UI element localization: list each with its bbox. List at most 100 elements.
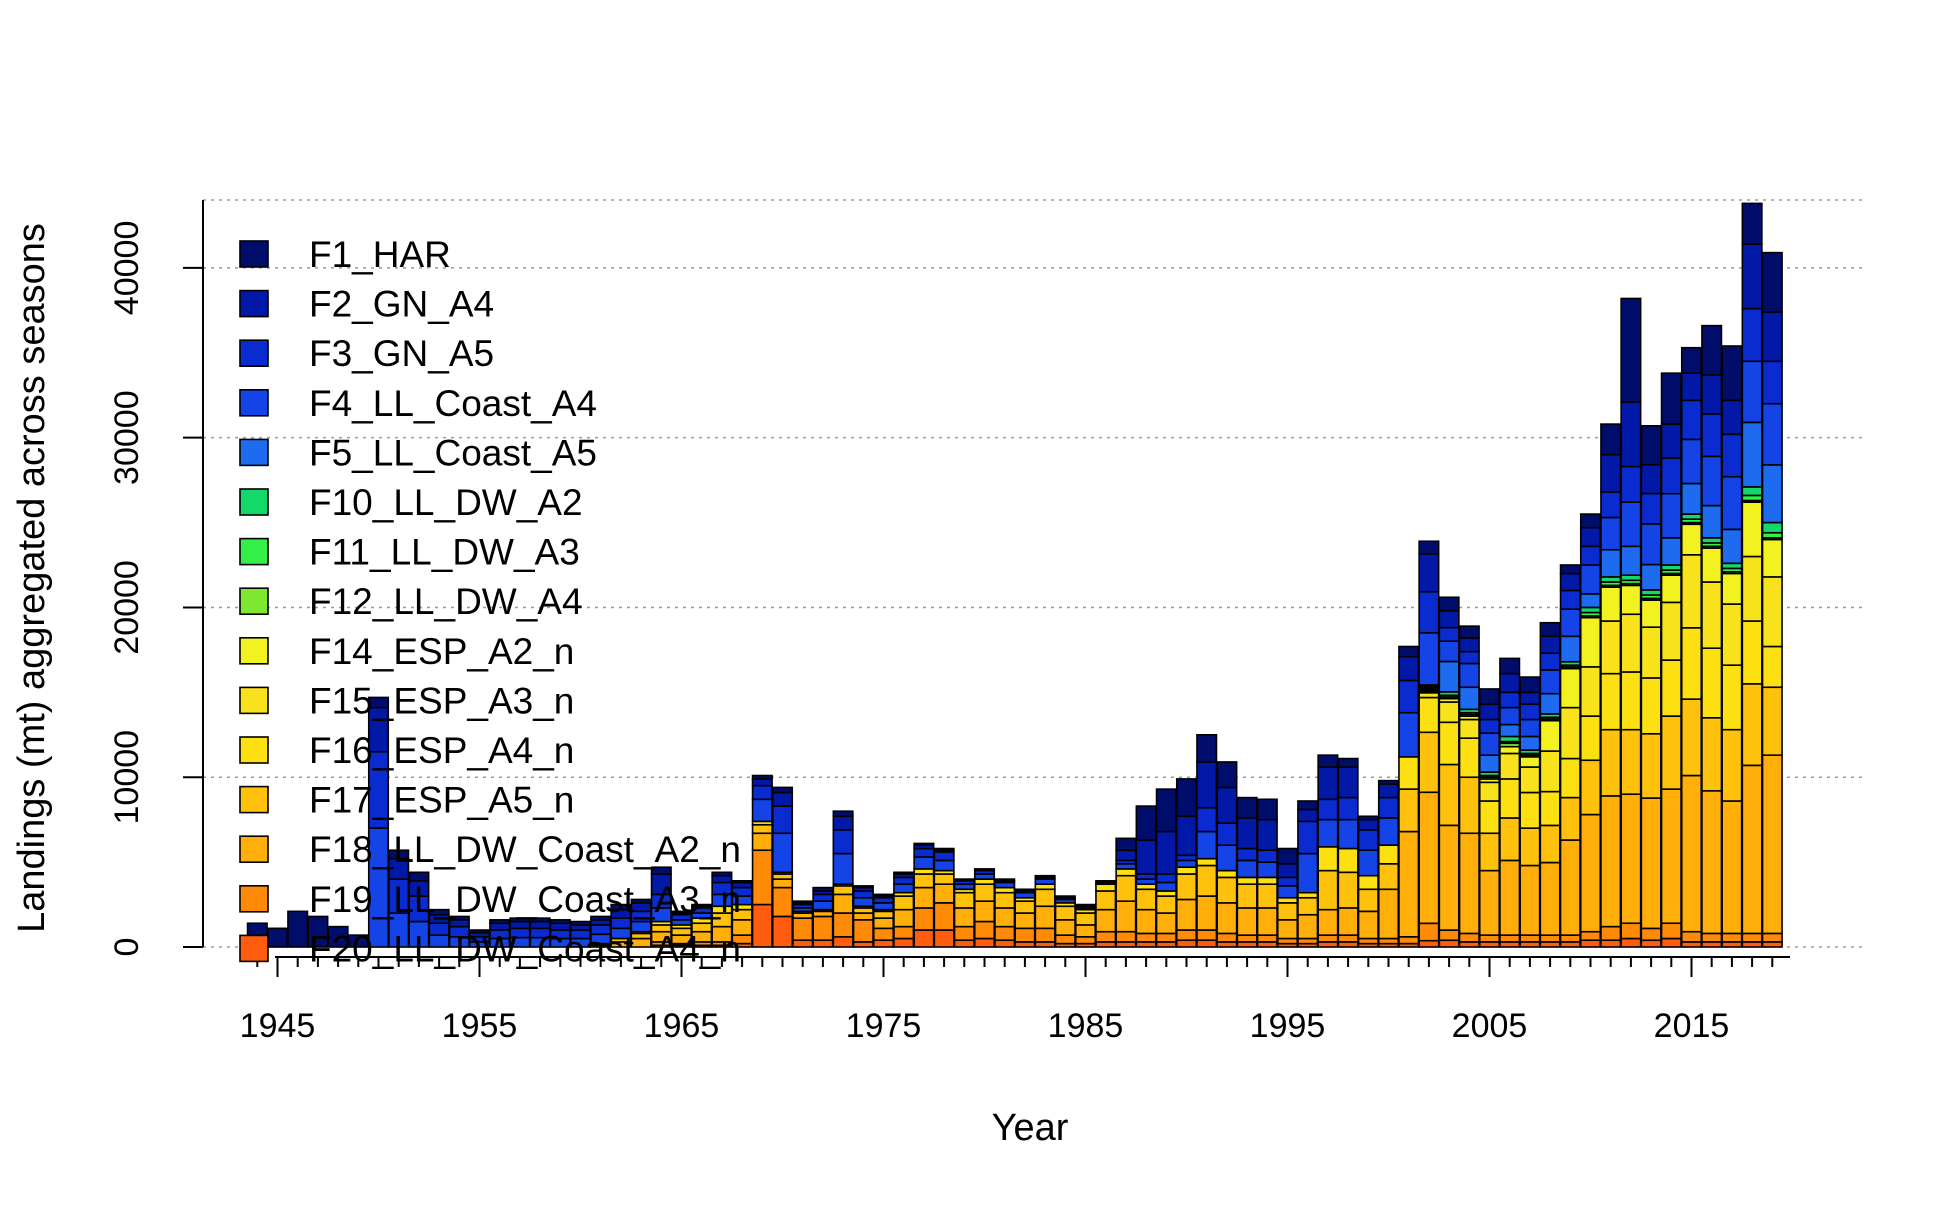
- bar-segment-F15_ESP_A3_n: [1539, 750, 1561, 793]
- bar-segment-F18_LL_DW_Coast_A2_n: [1438, 824, 1460, 931]
- bar-segment-F19_LL_DW_Coast_A3_n: [1458, 932, 1480, 943]
- bar-segment-F20_LL_DW_Coast_A4_n: [1418, 939, 1440, 948]
- bar-segment-F17_ESP_A5_n: [994, 891, 1016, 909]
- legend-item: F1_HAR: [239, 234, 451, 275]
- bar-segment-F17_ESP_A5_n: [953, 891, 975, 909]
- bar-segment-F16_ESP_A4_n: [1741, 620, 1763, 685]
- bar-segment-F18_LL_DW_Coast_A2_n: [1256, 907, 1278, 936]
- bar-segment-F18_LL_DW_Coast_A2_n: [1579, 813, 1602, 933]
- bar-segment-F19_LL_DW_Coast_A3_n: [893, 925, 915, 940]
- legend-swatch: [239, 934, 269, 963]
- bar-segment-F15_ESP_A3_n: [1499, 752, 1521, 780]
- bar-1959: [549, 919, 571, 948]
- legend-item: F19_LL_DW_Coast_A3_n: [239, 879, 741, 920]
- bar-segment-F14_ESP_A2_n: [1680, 523, 1703, 556]
- bar-1967: [711, 871, 733, 948]
- bar-segment-F19_LL_DW_Coast_A3_n: [1095, 930, 1117, 943]
- bar-segment-F17_ESP_A5_n: [893, 895, 915, 911]
- bar-segment-F1_HAR: [1276, 847, 1299, 865]
- bar-2001: [1398, 645, 1420, 948]
- legend-item: F20_LL_DW_Coast_A4_n: [239, 928, 741, 969]
- bar-segment-F19_LL_DW_Coast_A3_n: [933, 902, 955, 931]
- bar-1968: [731, 879, 753, 948]
- legend-swatch: [239, 488, 269, 516]
- bar-segment-F4_LL_Coast_A4: [1519, 718, 1541, 738]
- bar-segment-F18_LL_DW_Coast_A2_n: [994, 907, 1016, 928]
- bar-segment-F19_LL_DW_Coast_A3_n: [1680, 930, 1703, 943]
- bar-segment-F17_ESP_A5_n: [1761, 686, 1783, 756]
- bar-segment-F16_ESP_A4_n: [1539, 790, 1561, 827]
- bar-segment-F1_HAR: [1519, 676, 1541, 694]
- bar-segment-F20_LL_DW_Coast_A4_n: [1579, 939, 1602, 948]
- bar-segment-F5_LL_Coast_A5: [1478, 754, 1501, 773]
- bar-segment-F3_GN_A5: [1297, 820, 1319, 855]
- bar-segment-F4_LL_Coast_A4: [1216, 844, 1238, 872]
- x-tick-label: 1945: [240, 1007, 316, 1045]
- bar-segment-F16_ESP_A4_n: [1458, 737, 1480, 779]
- bar-segment-F2_GN_A4: [1216, 786, 1238, 824]
- bar-2008: [1539, 621, 1561, 948]
- bar-segment-F17_ESP_A5_n: [1095, 890, 1117, 911]
- legend-label: F19_LL_DW_Coast_A3_n: [309, 879, 741, 920]
- bar-segment-F2_GN_A4: [1135, 839, 1157, 875]
- bar-segment-F14_ESP_A2_n: [1660, 574, 1682, 604]
- bar-2011: [1600, 423, 1622, 948]
- bar-2018: [1741, 202, 1763, 948]
- legend-swatch: [239, 835, 269, 864]
- legend-label: F2_GN_A4: [309, 284, 494, 325]
- x-ticks: 1945 1955 1965 1975 1985 1995 2005 2015: [240, 957, 1774, 1045]
- bar-segment-F15_ESP_A3_n: [1761, 576, 1783, 648]
- bar-segment-F17_ESP_A5_n: [1034, 888, 1056, 908]
- legend: F1_HAR F2_GN_A4 F3_GN_A5 F4_LL_Coast_A4 F5_L…: [239, 234, 741, 969]
- bar-segment-F19_LL_DW_Coast_A3_n: [1317, 934, 1339, 943]
- bar-segment-F17_ESP_A5_n: [1458, 776, 1480, 835]
- bar-segment-F1_HAR: [1135, 805, 1157, 841]
- bar-1973: [832, 810, 854, 948]
- bar-segment-F4_LL_Coast_A4: [1458, 662, 1480, 689]
- bar-segment-F4_LL_Coast_A4: [1539, 669, 1561, 695]
- bar-segment-F19_LL_DW_Coast_A3_n: [1438, 929, 1460, 942]
- bar-segment-F3_GN_A5: [1721, 433, 1743, 478]
- bar-segment-F18_LL_DW_Coast_A2_n: [872, 917, 895, 930]
- bar-segment-F17_ESP_A5_n: [1438, 763, 1460, 827]
- bar-segment-F3_GN_A5: [1701, 413, 1723, 458]
- bar-segment-F2_GN_A4: [1155, 830, 1177, 875]
- bar-segment-F3_GN_A5: [751, 784, 773, 801]
- bar-segment-F17_ESP_A5_n: [1175, 873, 1198, 901]
- bar-segment-F14_ESP_A2_n: [1741, 501, 1763, 558]
- bar-1976: [893, 871, 915, 948]
- bar-segment-F20_LL_DW_Coast_A4_n: [812, 939, 834, 948]
- bar-segment-F3_GN_A5: [1236, 847, 1258, 862]
- legend-swatch: [239, 537, 269, 566]
- bar-segment-F19_LL_DW_Coast_A3_n: [1115, 930, 1137, 943]
- bar-1984: [1054, 895, 1076, 948]
- y-tick-label: 30000: [108, 390, 146, 485]
- bar-segment-F16_ESP_A4_n: [1175, 866, 1198, 875]
- bar-segment-F17_ESP_A5_n: [1317, 869, 1339, 911]
- x-tick-label: 1955: [442, 1007, 518, 1045]
- bar-segment-F18_LL_DW_Coast_A2_n: [1034, 905, 1056, 930]
- legend-label: F10_LL_DW_A2: [309, 482, 583, 523]
- bar-segment-F4_LL_Coast_A4: [1377, 817, 1400, 846]
- bar-segment-F17_ESP_A5_n: [1620, 728, 1642, 796]
- bar-segment-F19_LL_DW_Coast_A3_n: [1600, 925, 1622, 942]
- bar-2016: [1701, 324, 1723, 948]
- bar-1988: [1135, 805, 1157, 948]
- bar-segment-F17_ESP_A5_n: [1579, 759, 1602, 816]
- bar-segment-F19_LL_DW_Coast_A3_n: [1761, 932, 1783, 943]
- bar-segment-F17_ESP_A5_n: [1600, 728, 1622, 797]
- bar-segment-F1_HAR: [569, 920, 592, 926]
- bar-segment-F17_ESP_A5_n: [751, 823, 773, 835]
- bar-segment-F19_LL_DW_Coast_A3_n: [771, 886, 794, 918]
- bar-segment-F17_ESP_A5_n: [973, 883, 996, 902]
- bar-segment-F4_LL_Coast_A4: [1640, 523, 1662, 566]
- bar-segment-F5_LL_Coast_A5: [1620, 545, 1642, 576]
- y-tick-label: 0: [108, 938, 146, 957]
- bar-segment-F1_HAR: [1438, 596, 1460, 612]
- bar-segment-F19_LL_DW_Coast_A3_n: [1398, 936, 1420, 945]
- bar-1950: [367, 696, 390, 948]
- bar-segment-F18_LL_DW_Coast_A2_n: [1478, 869, 1501, 936]
- bar-segment-F19_LL_DW_Coast_A3_n: [792, 917, 814, 942]
- bar-segment-F4_LL_Coast_A4: [1721, 475, 1743, 531]
- bar-segment-F4_LL_Coast_A4: [771, 832, 794, 874]
